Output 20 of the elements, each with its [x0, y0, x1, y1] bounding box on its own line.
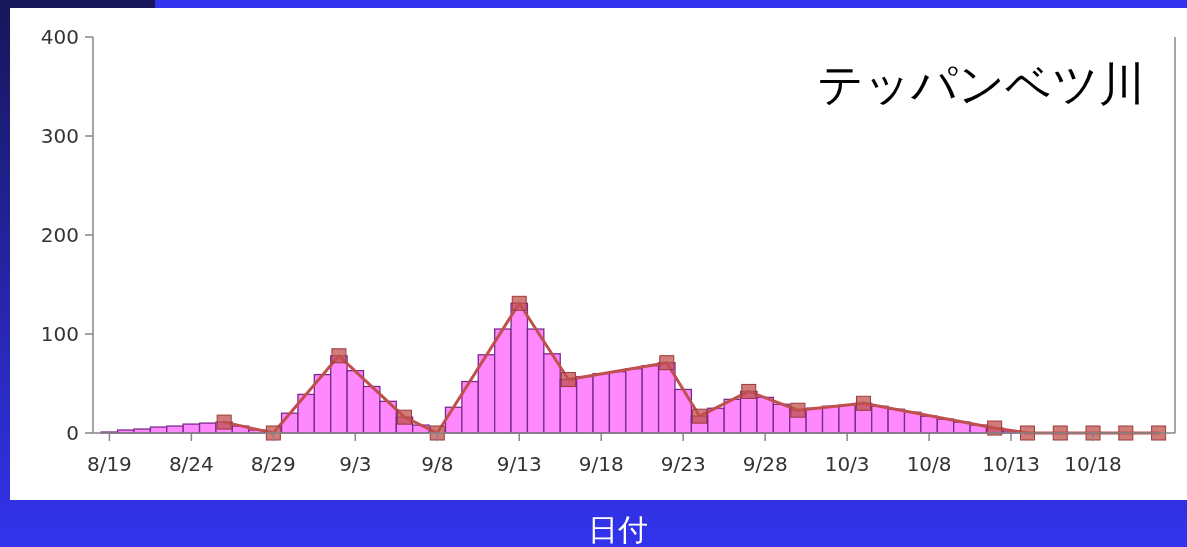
x-tick-label: 10/3 [824, 452, 870, 476]
x-tick-label: 9/18 [578, 452, 624, 476]
x-tick-label: 10/18 [1064, 452, 1122, 476]
y-tick-label: 300 [40, 124, 79, 148]
x-tick-label: 8/19 [86, 452, 132, 476]
x-tick-label: 8/24 [168, 452, 214, 476]
x-tick-label: 9/28 [742, 452, 788, 476]
x-tick-label: 9/3 [339, 452, 372, 476]
x-tick-label: 9/8 [421, 452, 454, 476]
x-tick-label: 9/13 [496, 452, 542, 476]
x-tick-label: 10/8 [906, 452, 952, 476]
y-tick-label: 400 [40, 25, 79, 49]
x-tick-label: 8/29 [250, 452, 296, 476]
x-axis-title: 日付 [588, 512, 648, 547]
y-tick-label: 200 [40, 223, 79, 247]
x-tick-label: 9/23 [660, 452, 706, 476]
y-tick-label: 0 [66, 421, 79, 445]
text: テッパンベツ川 [817, 57, 1145, 111]
y-tick-label: 100 [40, 322, 79, 346]
x-tick-label: 10/13 [982, 452, 1040, 476]
